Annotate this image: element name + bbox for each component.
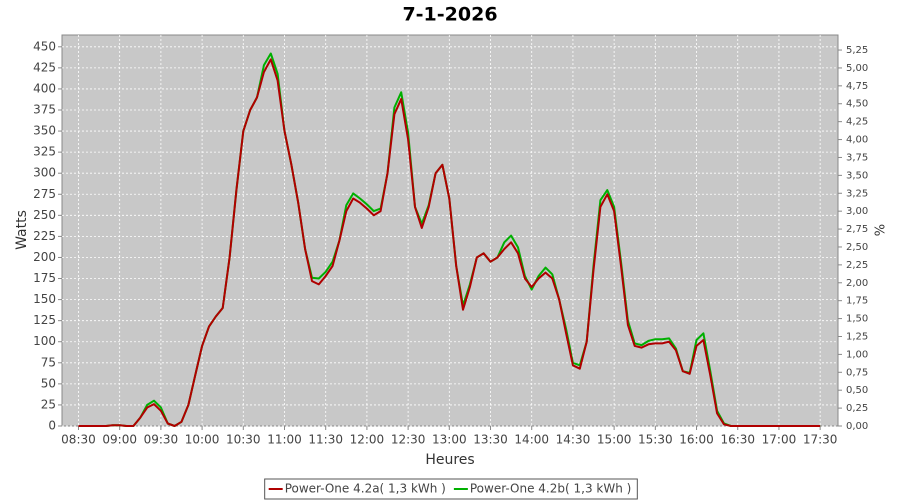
y2-tick-label: 4,75 bbox=[846, 81, 868, 92]
x-tick-label: 11:00 bbox=[267, 433, 302, 447]
x-tick-label: 11:30 bbox=[308, 433, 343, 447]
x-tick-label: 17:30 bbox=[803, 433, 838, 447]
y-tick-label: 300 bbox=[33, 166, 56, 180]
x-tick-label: 09:30 bbox=[144, 433, 179, 447]
x-tick-label: 16:30 bbox=[720, 433, 755, 447]
y-tick-label: 125 bbox=[33, 313, 56, 327]
y2-tick-label: 4,50 bbox=[846, 99, 868, 110]
y2-tick-label: 1,00 bbox=[846, 349, 868, 360]
y-tick-label: 375 bbox=[33, 102, 56, 116]
y2-tick-label: 1,75 bbox=[846, 296, 868, 307]
y-tick-label: 225 bbox=[33, 229, 56, 243]
y-tick-label: 425 bbox=[33, 60, 56, 74]
y2-tick-label: 1,25 bbox=[846, 331, 868, 342]
y2-tick-label: 4,25 bbox=[846, 117, 868, 128]
y-tick-label: 450 bbox=[33, 39, 56, 53]
x-tick-label: 12:30 bbox=[391, 433, 426, 447]
x-axis-title: Heures bbox=[425, 452, 474, 468]
x-tick-label: 10:00 bbox=[185, 433, 220, 447]
y2-tick-label: 1,50 bbox=[846, 314, 868, 325]
y2-tick-label: 2,50 bbox=[846, 242, 868, 253]
chart-title: 7-1-2026 bbox=[402, 4, 497, 26]
y2-tick-label: 2,25 bbox=[846, 260, 868, 271]
x-tick-label: 14:30 bbox=[556, 433, 591, 447]
x-tick-label: 12:00 bbox=[350, 433, 385, 447]
x-tick-label: 13:30 bbox=[473, 433, 508, 447]
y-tick-label: 0 bbox=[48, 419, 56, 433]
y2-tick-label: 0,50 bbox=[846, 385, 868, 396]
y-tick-label: 250 bbox=[33, 208, 56, 222]
y-tick-label: 175 bbox=[33, 271, 56, 285]
legend-label: Power-One 4.2a( 1,3 kWh ) bbox=[285, 482, 446, 496]
x-tick-label: 15:00 bbox=[597, 433, 632, 447]
y-axis-title: Watts bbox=[14, 210, 30, 250]
y2-axis-title: % bbox=[874, 224, 889, 236]
plot-area bbox=[61, 34, 839, 427]
y-tick-label: 350 bbox=[33, 124, 56, 138]
legend-label: Power-One 4.2b( 1,3 kWh ) bbox=[470, 482, 631, 496]
y2-tick-label: 0,25 bbox=[846, 403, 868, 414]
y2-tick-label: 0,75 bbox=[846, 367, 868, 378]
y-tick-label: 400 bbox=[33, 81, 56, 95]
x-tick-label: 15:30 bbox=[638, 433, 673, 447]
y2-tick-label: 2,75 bbox=[846, 224, 868, 235]
x-tick-label: 17:00 bbox=[762, 433, 797, 447]
y2-tick-label: 3,50 bbox=[846, 170, 868, 181]
y-tick-label: 50 bbox=[41, 376, 56, 390]
y2-tick-label: 5,00 bbox=[846, 63, 868, 74]
y2-tick-label: 3,00 bbox=[846, 206, 868, 217]
x-tick-label: 13:00 bbox=[432, 433, 467, 447]
y-tick-label: 200 bbox=[33, 250, 56, 264]
legend-box bbox=[264, 478, 638, 500]
y2-tick-label: 3,25 bbox=[846, 188, 868, 199]
y2-tick-label: 4,00 bbox=[846, 135, 868, 146]
x-tick-label: 09:00 bbox=[102, 433, 137, 447]
y2-tick-label: 2,00 bbox=[846, 278, 868, 289]
y2-tick-label: 3,75 bbox=[846, 152, 868, 163]
y-tick-label: 325 bbox=[33, 145, 56, 159]
series-line bbox=[78, 58, 821, 427]
x-tick-label: 14:00 bbox=[514, 433, 549, 447]
x-tick-label: 08:30 bbox=[61, 433, 96, 447]
y2-tick-label: 0,00 bbox=[846, 421, 868, 432]
y2-tick-label: 5,25 bbox=[846, 45, 868, 56]
y-tick-label: 25 bbox=[41, 397, 56, 411]
y-tick-label: 100 bbox=[33, 334, 56, 348]
y-tick-label: 275 bbox=[33, 187, 56, 201]
y-tick-label: 150 bbox=[33, 292, 56, 306]
x-tick-label: 16:00 bbox=[679, 433, 714, 447]
legend: Power-One 4.2a( 1,3 kWh ) Power-One 4.2b(… bbox=[264, 478, 638, 500]
x-tick-label: 10:30 bbox=[226, 433, 261, 447]
y-tick-label: 75 bbox=[41, 355, 56, 369]
